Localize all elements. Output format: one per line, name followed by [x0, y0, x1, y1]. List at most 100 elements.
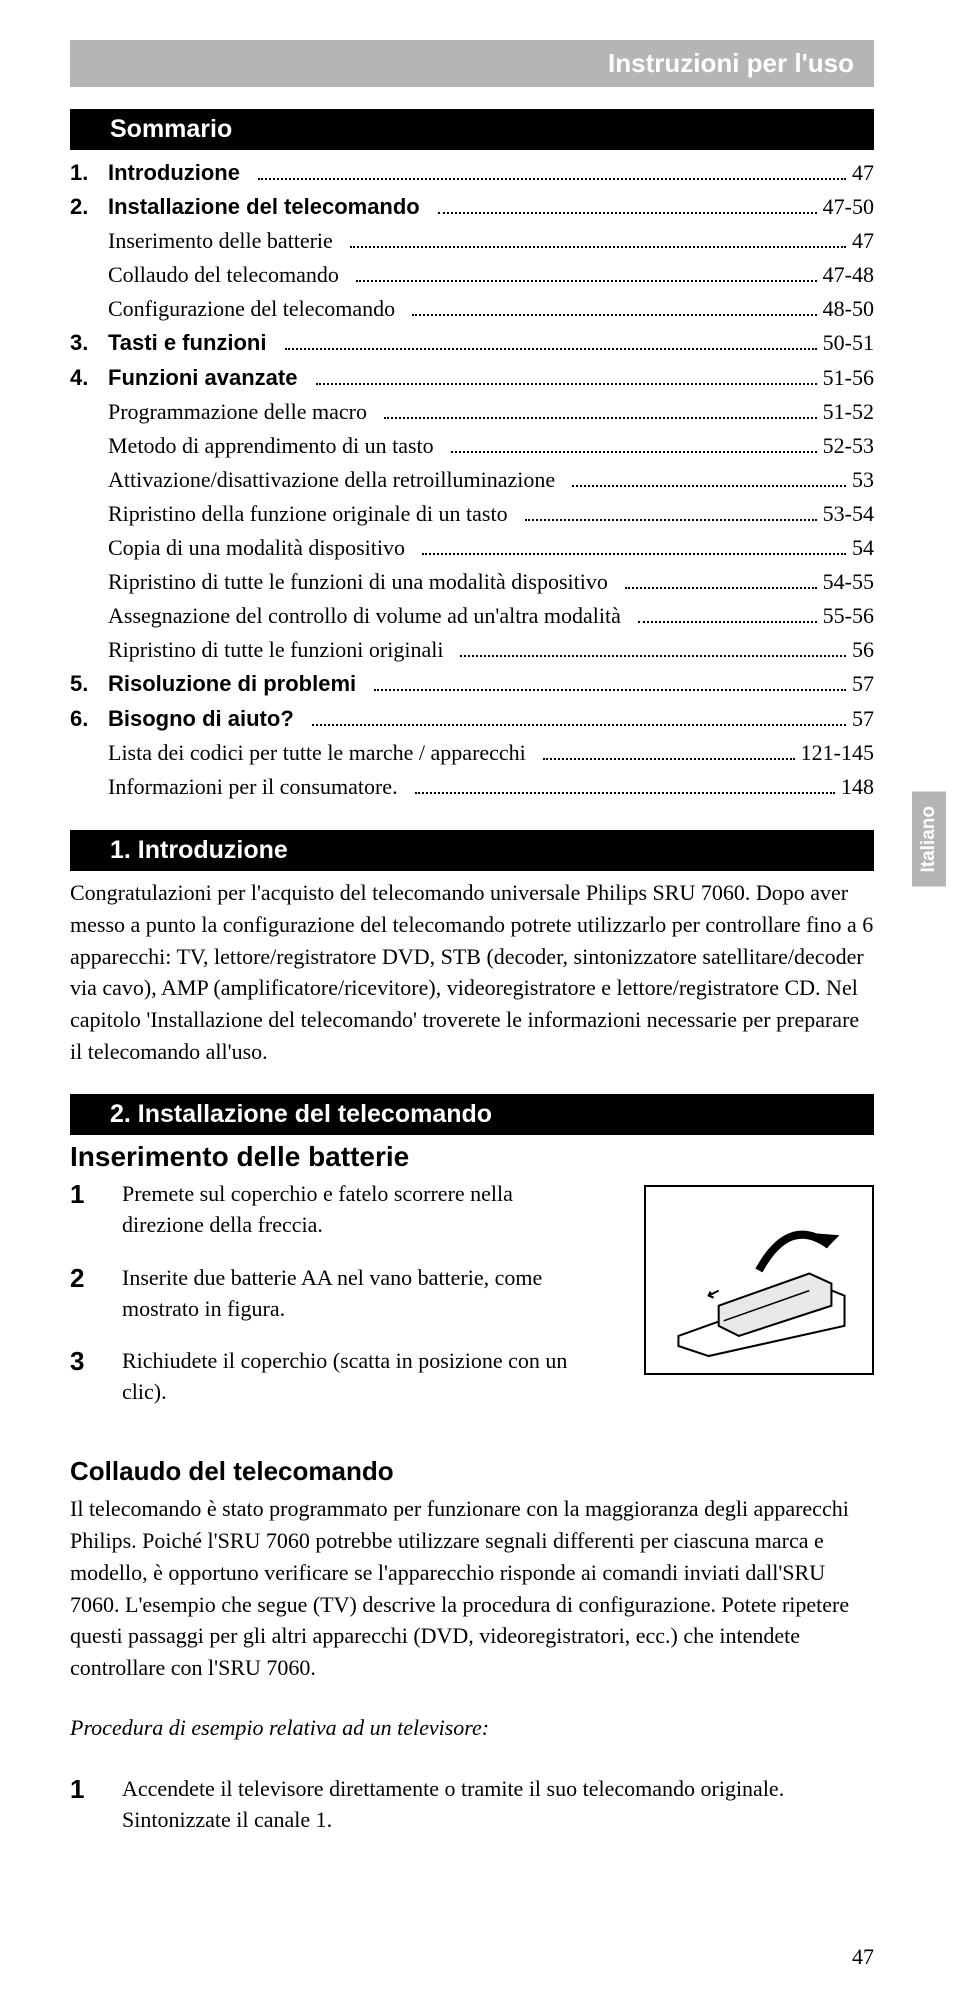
- section-bar-installazione: 2. Installazione del telecomando: [70, 1094, 874, 1135]
- toc-page: 57: [852, 702, 874, 736]
- toc-page: 51-56: [823, 361, 874, 395]
- toc-leader-dots: [415, 792, 835, 794]
- toc-row: 3.Tasti e funzioni 50-51: [70, 326, 874, 360]
- toc-row: Assegnazione del controllo di volume ad …: [70, 599, 874, 633]
- toc-title: Risoluzione di problemi: [108, 667, 368, 701]
- toc-page: 53: [852, 463, 874, 497]
- toc-leader-dots: [316, 383, 817, 385]
- toc-row: 2.Installazione del telecomando 47-50: [70, 190, 874, 224]
- toc-title: Ripristino della funzione originale di u…: [108, 497, 519, 531]
- toc-leader-dots: [525, 519, 817, 521]
- toc-title: Attivazione/disattivazione della retroil…: [108, 463, 566, 497]
- toc-page: 51-52: [823, 395, 874, 429]
- tv-procedure-steps: 1Accendete il televisore direttamente o …: [70, 1774, 874, 1836]
- toc-row: Metodo di apprendimento di un tasto 52-5…: [70, 429, 874, 463]
- toc-page: 47: [852, 224, 874, 258]
- subheading-collaudo: Collaudo del telecomando: [70, 1456, 874, 1487]
- toc-page: 56: [852, 633, 874, 667]
- toc-row: Programmazione delle macro 51-52: [70, 395, 874, 429]
- toc-title: Ripristino di tutte le funzioni di una m…: [108, 565, 619, 599]
- toc-page: 148: [841, 770, 874, 804]
- toc-title: Introduzione: [108, 156, 252, 190]
- toc-leader-dots: [258, 178, 846, 180]
- step-text: Premete sul coperchio e fatelo scorrere …: [122, 1179, 592, 1241]
- page: Italiano Instruzioni per l'uso Sommario …: [0, 0, 954, 2004]
- step-number: 1: [70, 1179, 122, 1241]
- toc-page: 121-145: [801, 736, 874, 770]
- toc-title: Bisogno di aiuto?: [108, 702, 306, 736]
- toc-row: Inserimento delle batterie 47: [70, 224, 874, 258]
- step-number: 3: [70, 1346, 122, 1408]
- toc-page: 52-53: [823, 429, 874, 463]
- toc-row: Lista dei codici per tutte le marche / a…: [70, 736, 874, 770]
- toc-number: 3.: [70, 326, 108, 360]
- toc-row: Ripristino della funzione originale di u…: [70, 497, 874, 531]
- toc-row: Copia di una modalità dispositivo 54: [70, 531, 874, 565]
- table-of-contents: 1.Introduzione 472.Installazione del tel…: [70, 156, 874, 804]
- step-row: 2Inserite due batterie AA nel vano batte…: [70, 1263, 626, 1325]
- step-row: 3Richiudete il coperchio (scatta in posi…: [70, 1346, 626, 1408]
- toc-page: 47: [852, 156, 874, 190]
- toc-row: Ripristino di tutte le funzioni di una m…: [70, 565, 874, 599]
- toc-title: Copia di una modalità dispositivo: [108, 531, 416, 565]
- procedure-heading: Procedura di esempio relativa ad un tele…: [70, 1712, 874, 1744]
- toc-title: Assegnazione del controllo di volume ad …: [108, 599, 632, 633]
- toc-title: Ripristino di tutte le funzioni original…: [108, 633, 454, 667]
- step-row: 1Premete sul coperchio e fatelo scorrere…: [70, 1179, 626, 1241]
- toc-leader-dots: [451, 451, 817, 453]
- subheading-inserimento-batterie: Inserimento delle batterie: [70, 1141, 874, 1173]
- toc-title: Inserimento delle batterie: [108, 224, 344, 258]
- toc-page: 47-48: [823, 258, 874, 292]
- step-number: 2: [70, 1263, 122, 1325]
- toc-number: 5.: [70, 667, 108, 701]
- toc-title: Tasti e funzioni: [108, 326, 279, 360]
- toc-leader-dots: [422, 553, 846, 555]
- toc-leader-dots: [438, 212, 817, 214]
- section-bar-sommario: Sommario: [70, 109, 874, 150]
- toc-page: 57: [852, 667, 874, 701]
- collaudo-paragraph: Il telecomando è stato programmato per f…: [70, 1493, 874, 1684]
- toc-leader-dots: [285, 348, 817, 350]
- toc-page: 54-55: [823, 565, 874, 599]
- toc-page: 47-50: [823, 190, 874, 224]
- toc-leader-dots: [412, 314, 817, 316]
- page-header-bar: Instruzioni per l'uso: [70, 40, 874, 87]
- language-tab: Italiano: [912, 792, 946, 887]
- toc-leader-dots: [384, 417, 817, 419]
- page-number: 47: [852, 1944, 874, 1970]
- battery-steps-block: 1Premete sul coperchio e fatelo scorrere…: [70, 1179, 874, 1430]
- step-text: Inserite due batterie AA nel vano batter…: [122, 1263, 592, 1325]
- toc-title: Collaudo del telecomando: [108, 258, 350, 292]
- toc-row: Configurazione del telecomando 48-50: [70, 292, 874, 326]
- toc-row: 1.Introduzione 47: [70, 156, 874, 190]
- step-number: 1: [70, 1774, 122, 1836]
- toc-page: 50-51: [823, 326, 874, 360]
- toc-leader-dots: [350, 246, 846, 248]
- battery-figure: [644, 1185, 874, 1375]
- toc-leader-dots: [312, 724, 846, 726]
- toc-leader-dots: [460, 655, 846, 657]
- step-text: Accendete il televisore direttamente o t…: [122, 1774, 874, 1836]
- toc-page: 53-54: [823, 497, 874, 531]
- toc-leader-dots: [543, 758, 795, 760]
- toc-page: 54: [852, 531, 874, 565]
- toc-number: 1.: [70, 156, 108, 190]
- toc-page: 55-56: [823, 599, 874, 633]
- toc-title: Lista dei codici per tutte le marche / a…: [108, 736, 537, 770]
- intro-paragraph: Congratulazioni per l'acquisto del telec…: [70, 877, 874, 1068]
- step-row: 1Accendete il televisore direttamente o …: [70, 1774, 874, 1836]
- toc-row: Collaudo del telecomando 47-48: [70, 258, 874, 292]
- toc-number: 6.: [70, 702, 108, 736]
- toc-title: Programmazione delle macro: [108, 395, 378, 429]
- toc-leader-dots: [625, 587, 817, 589]
- toc-number: 4.: [70, 361, 108, 395]
- toc-leader-dots: [374, 689, 846, 691]
- section-bar-introduzione: 1. Introduzione: [70, 830, 874, 871]
- toc-row: 6.Bisogno di aiuto? 57: [70, 702, 874, 736]
- toc-row: 5.Risoluzione di problemi 57: [70, 667, 874, 701]
- toc-leader-dots: [638, 621, 817, 623]
- toc-title: Informazioni per il consumatore.: [108, 770, 409, 804]
- toc-row: 4.Funzioni avanzate 51-56: [70, 361, 874, 395]
- toc-page: 48-50: [823, 292, 874, 326]
- toc-title: Configurazione del telecomando: [108, 292, 406, 326]
